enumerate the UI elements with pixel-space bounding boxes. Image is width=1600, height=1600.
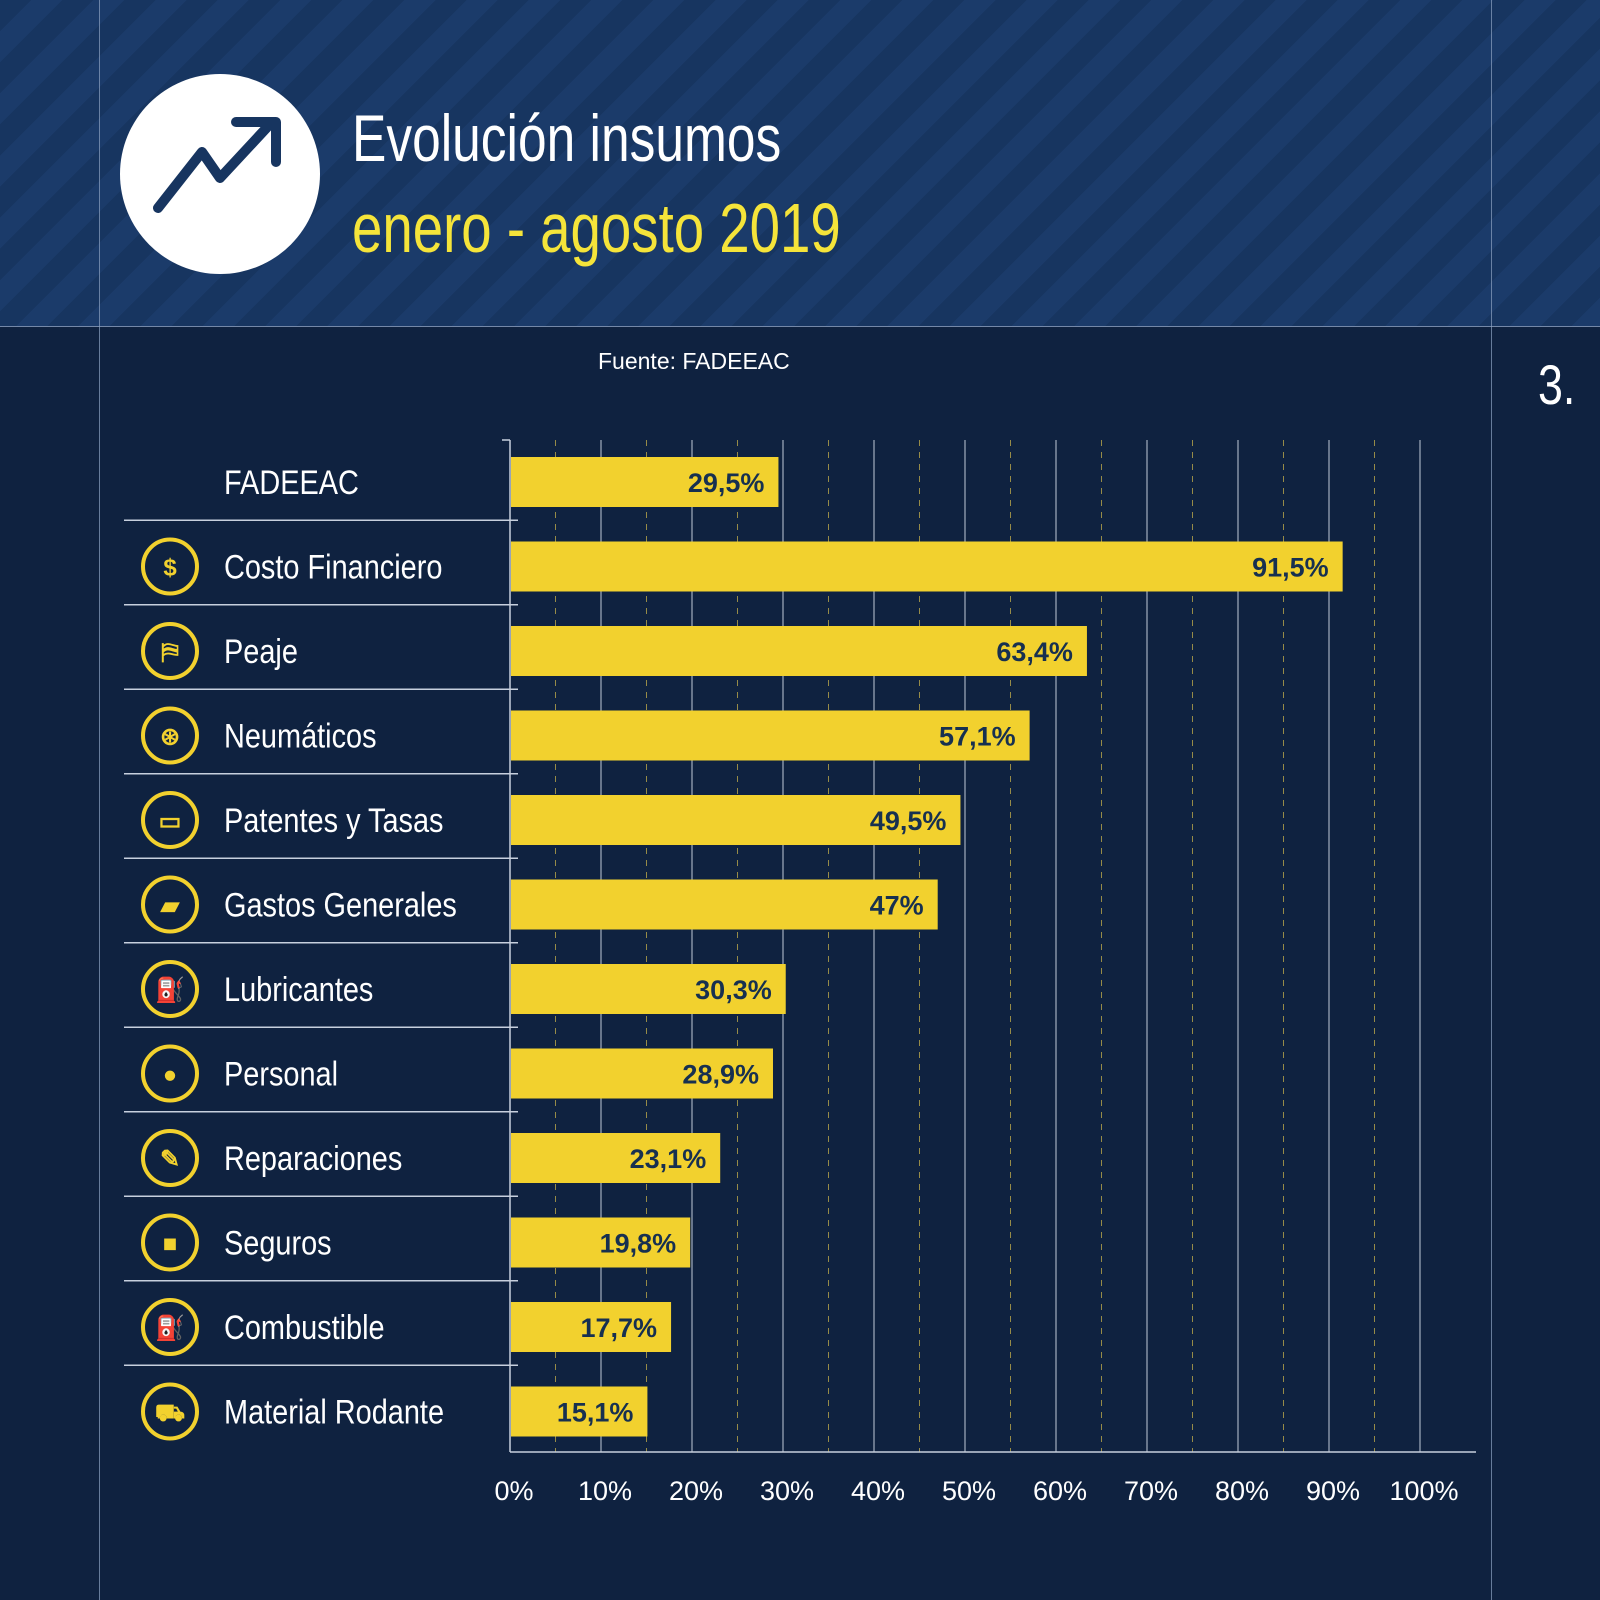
bar xyxy=(511,1386,648,1437)
category-label: Seguros xyxy=(224,1223,332,1262)
category-label: Lubricantes xyxy=(224,970,373,1009)
bar xyxy=(511,457,779,507)
bar-value-label: 29,5% xyxy=(688,468,765,498)
category-label: Combustible xyxy=(224,1308,385,1347)
svg-text:⛟: ⛟ xyxy=(155,1400,185,1427)
svg-text:▭: ▭ xyxy=(159,808,182,835)
bar xyxy=(511,964,786,1014)
fuel-pump-icon: ⛽ xyxy=(141,1298,199,1356)
x-tick-label: 70% xyxy=(1124,1476,1178,1506)
x-tick-label: 50% xyxy=(942,1476,996,1506)
svg-text:✎: ✎ xyxy=(160,1146,180,1173)
svg-text:$: $ xyxy=(163,555,177,582)
bar xyxy=(511,626,1087,676)
page-number: 3. xyxy=(1538,353,1576,416)
bar-value-label: 15,1% xyxy=(557,1398,634,1428)
guide-line xyxy=(99,0,100,1600)
category-label: Neumáticos xyxy=(224,716,377,755)
page-title: Evolución insumos xyxy=(352,101,782,175)
dollar-icon: $ xyxy=(141,537,199,596)
bar-value-label: 30,3% xyxy=(695,975,772,1005)
truck-icon: ⛟ xyxy=(141,1382,199,1441)
svg-text:⛽: ⛽ xyxy=(155,976,185,1004)
svg-text:▰: ▰ xyxy=(160,893,181,920)
bar-value-label: 63,4% xyxy=(996,637,1073,667)
x-tick-label: 90% xyxy=(1306,1476,1360,1506)
svg-text:■: ■ xyxy=(163,1231,178,1258)
category-label: Personal xyxy=(224,1054,338,1093)
svg-text:⛽: ⛽ xyxy=(155,1314,185,1342)
header-divider xyxy=(0,326,1600,327)
bar-value-label: 57,1% xyxy=(939,722,1016,752)
tire-icon: ⊛ xyxy=(141,706,199,765)
category-label: Patentes y Tasas xyxy=(224,801,444,840)
bar-value-label: 91,5% xyxy=(1252,553,1329,583)
bar-value-label: 47% xyxy=(870,891,924,921)
svg-text:⛿: ⛿ xyxy=(161,639,179,666)
bar xyxy=(511,1217,691,1268)
x-tick-label: 20% xyxy=(669,1476,723,1506)
toll-barrier-icon: ⛿ xyxy=(141,622,199,680)
person-icon: ● xyxy=(141,1044,199,1103)
bar xyxy=(511,795,961,845)
bar-value-label: 49,5% xyxy=(870,806,947,836)
source-note: Fuente: FADEEAC xyxy=(598,348,790,374)
x-tick-label: 80% xyxy=(1215,1476,1269,1506)
wrench-icon: ✎ xyxy=(141,1129,199,1187)
category-label: Reparaciones xyxy=(224,1139,402,1178)
category-label: FADEEAC xyxy=(224,463,359,502)
bar xyxy=(511,879,938,930)
x-tick-label: 30% xyxy=(760,1476,814,1506)
x-tick-label: 0% xyxy=(494,1476,533,1506)
x-tick-label: 60% xyxy=(1033,1476,1087,1506)
category-label: Gastos Generales xyxy=(224,885,457,924)
bar xyxy=(511,1302,672,1352)
x-tick-label: 40% xyxy=(851,1476,905,1506)
bar-value-label: 23,1% xyxy=(630,1144,707,1174)
svg-text:●: ● xyxy=(163,1062,178,1089)
banknote-icon: ▰ xyxy=(141,875,199,934)
category-label: Peaje xyxy=(224,632,298,671)
category-label: Costo Financiero xyxy=(224,547,442,586)
bar xyxy=(511,1048,773,1099)
bar-value-label: 19,8% xyxy=(600,1229,677,1259)
license-plate-icon: ▭ xyxy=(141,791,199,849)
x-tick-label: 10% xyxy=(578,1476,632,1506)
bar-value-label: 17,7% xyxy=(581,1313,658,1343)
page-subtitle: enero - agosto 2019 xyxy=(352,189,841,267)
bar xyxy=(511,710,1030,761)
bar-value-label: 28,9% xyxy=(682,1060,759,1090)
bar xyxy=(511,1133,721,1183)
svg-text:⊛: ⊛ xyxy=(160,724,180,751)
guide-line xyxy=(1491,0,1492,1600)
bar xyxy=(511,541,1343,592)
x-tick-label: 100% xyxy=(1389,1476,1458,1506)
lock-icon: ■ xyxy=(141,1213,199,1272)
trending-up-icon xyxy=(120,74,320,274)
category-label: Material Rodante xyxy=(224,1392,444,1431)
oil-can-icon: ⛽ xyxy=(141,960,199,1018)
